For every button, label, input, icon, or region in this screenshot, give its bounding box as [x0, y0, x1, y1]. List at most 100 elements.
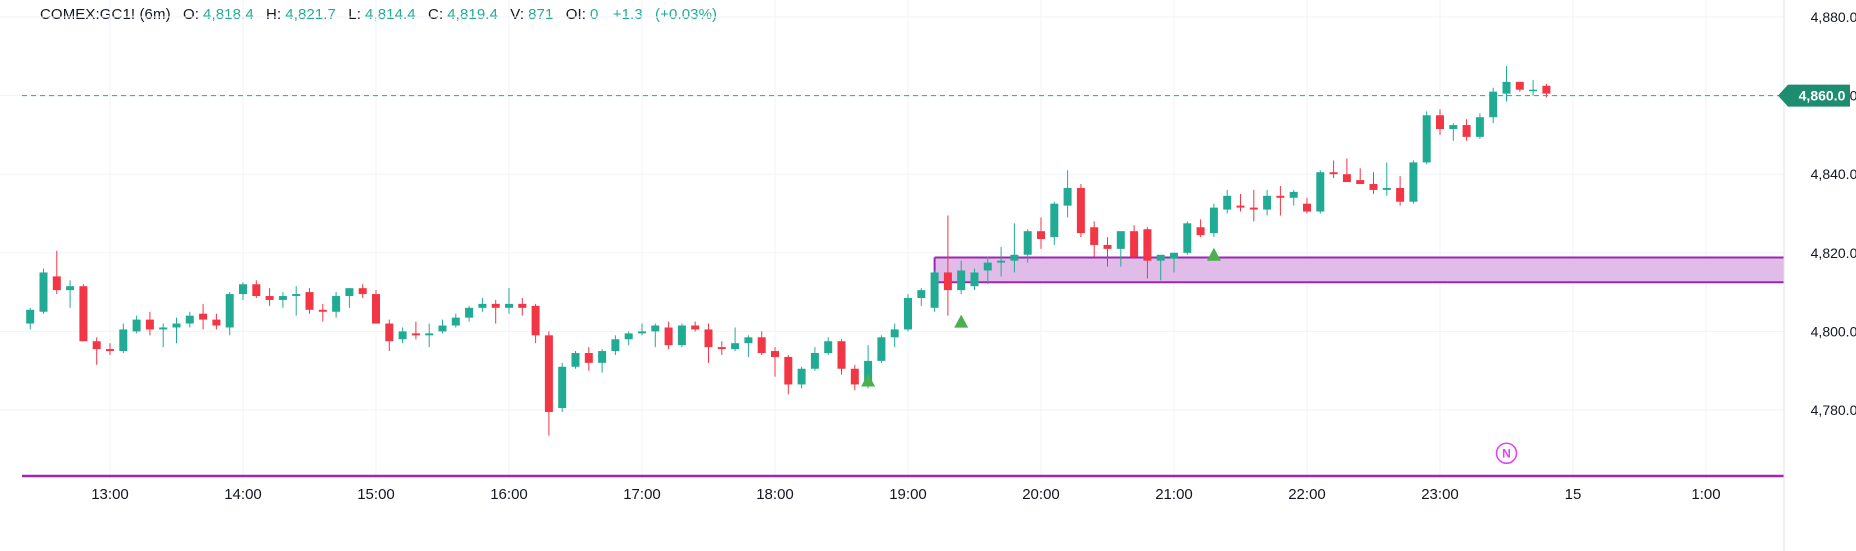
candle-body — [292, 294, 301, 297]
candle-body — [544, 335, 553, 412]
candle-body — [1143, 229, 1152, 261]
candle-body — [1329, 172, 1338, 175]
candle-body — [824, 341, 833, 354]
candle-body — [518, 303, 527, 308]
candle-body — [159, 327, 168, 330]
candle-body — [425, 333, 434, 336]
candle-body — [943, 272, 952, 291]
candle-body — [691, 325, 700, 330]
oi-value: 0 — [590, 6, 599, 23]
candle-body — [385, 323, 394, 342]
candle-body — [1196, 227, 1205, 236]
candles — [26, 66, 1551, 436]
candle-body — [119, 329, 128, 352]
candle-body — [1183, 223, 1192, 253]
candle-body — [784, 356, 793, 385]
time-tick-label: 19:00 — [889, 486, 927, 503]
time-tick-label: 17:00 — [623, 486, 661, 503]
candle-body — [1236, 205, 1245, 208]
open-label: O: — [182, 6, 200, 23]
candle-body — [771, 351, 779, 357]
candle-body — [1489, 91, 1498, 118]
candle-body — [531, 305, 540, 336]
candle-body — [571, 353, 580, 367]
candle-body — [212, 319, 221, 326]
price-tick-label: 4,880.0 — [1811, 9, 1856, 25]
time-tick-label: 23:00 — [1421, 486, 1459, 503]
time-tick-label: 21:00 — [1155, 486, 1193, 503]
buy-signal-triangle — [954, 314, 969, 328]
candle-body — [890, 329, 899, 338]
candle-body — [66, 286, 75, 291]
candle-body — [638, 331, 646, 334]
candle-body — [1276, 195, 1285, 198]
candle-body — [106, 349, 114, 352]
candle-body — [1289, 191, 1298, 198]
time-tick-label: 15 — [1565, 486, 1582, 503]
candle-body — [558, 366, 567, 409]
low-value: 4,814.4 — [365, 6, 416, 23]
time-tick-label: 15:00 — [357, 486, 395, 503]
marker-circle — [1495, 442, 1518, 464]
candle-body — [79, 286, 88, 342]
candle-body — [505, 303, 513, 308]
candle-body — [584, 353, 593, 363]
buy-signal-triangle — [1206, 247, 1221, 261]
candle-body — [757, 337, 766, 354]
marker-group: N — [1495, 442, 1518, 464]
candle-body — [1529, 89, 1538, 92]
candle-body — [1050, 203, 1059, 238]
candle-body — [1396, 187, 1405, 202]
candle-body — [332, 296, 341, 312]
candle-body — [677, 325, 686, 346]
candle-body — [1263, 195, 1272, 210]
candle-body — [1170, 252, 1178, 259]
candle-body — [52, 276, 61, 291]
time-tick-label: 22:00 — [1288, 486, 1326, 503]
candle-body — [1515, 81, 1524, 90]
candle-body — [265, 296, 274, 300]
ohlc-legend: COMEX:GC1! (6m) O: 4,818.4 H: 4,821.7 L: 4,… — [40, 6, 717, 23]
time-tick-label: 1:00 — [1691, 486, 1720, 503]
candle-body — [345, 288, 354, 297]
candle-body — [185, 315, 194, 324]
candle-body — [1422, 115, 1431, 163]
signal-markers — [861, 247, 1221, 387]
candle-body — [731, 343, 740, 350]
candle-body — [997, 260, 1006, 263]
buy-signal-triangle — [861, 373, 876, 387]
time-tick-label: 18:00 — [756, 486, 794, 503]
candle-body — [26, 309, 35, 324]
candle-body — [39, 272, 48, 312]
candle-body — [451, 317, 460, 326]
candle-body — [797, 368, 806, 385]
candle-body — [1076, 187, 1085, 234]
high-value: 4,821.7 — [285, 6, 336, 23]
candle-body — [252, 284, 261, 297]
candle-body — [1010, 254, 1019, 261]
time-axis[interactable]: 13:00 14:00 15:00 16:00 17:00 18:00 19:00 20:00… — [91, 486, 1720, 503]
candle-body — [411, 333, 420, 336]
candle-body — [837, 341, 846, 369]
price-tag-label: 4,860.0 — [1799, 88, 1846, 104]
demand-zone — [933, 256, 1784, 284]
candle-body — [1502, 81, 1511, 94]
candle-body — [1475, 117, 1484, 137]
candle-body — [1462, 125, 1471, 137]
candle-body — [717, 347, 726, 350]
oi-label: OI: — [565, 6, 587, 23]
time-tick-label: 13:00 — [91, 486, 129, 503]
zone-fill — [934, 257, 1784, 283]
candle-body — [1209, 207, 1218, 234]
candle-body — [1342, 174, 1351, 183]
candle-body — [278, 296, 287, 300]
candle-body — [704, 329, 713, 348]
candle-body — [145, 319, 154, 330]
candle-body — [1063, 187, 1072, 206]
candle-body — [957, 270, 966, 291]
candle-body — [1249, 207, 1258, 210]
price-axis[interactable]: 4,880.0 4,860.0 4,840.0 4,820.0 4,800.0 4,780… — [1778, 0, 1856, 551]
symbol-label[interactable]: COMEX:GC1! (6m) — [40, 6, 171, 23]
candle-body — [438, 325, 447, 332]
